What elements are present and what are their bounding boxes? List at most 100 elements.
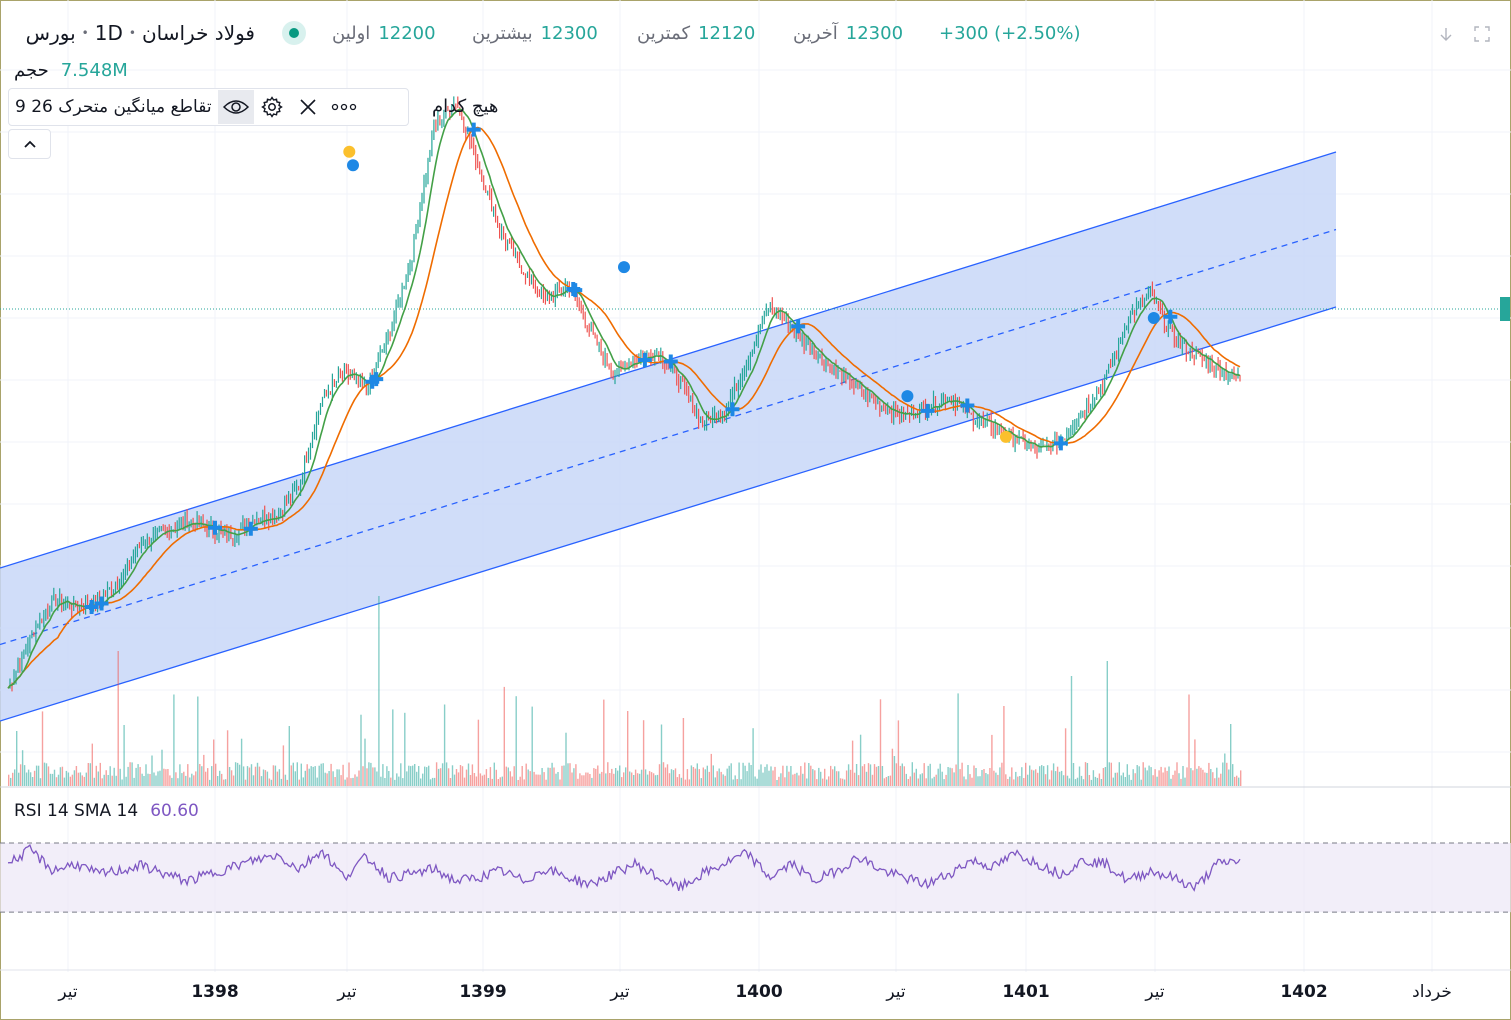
volume-bar [133,777,135,786]
volume-bar [981,770,983,786]
volume-bar [859,734,862,786]
volume-bar [1200,767,1202,786]
volume-bar [629,771,631,786]
volume-bar [684,779,687,786]
volume-bar [234,762,237,786]
volume-bar [794,773,796,786]
volume-bar [987,774,989,786]
time-axis-tick-label: خرداد [1412,982,1452,1002]
volume-bar [219,770,221,786]
volume-bar [654,775,657,786]
crossover-marker [1163,309,1178,324]
volume-bar [312,766,314,786]
volume-bar [812,769,814,786]
volume-bar [810,765,812,786]
volume-bar [567,763,569,786]
volume-bar [1186,767,1188,786]
fullscreen-icon[interactable] [1470,22,1494,46]
volume-bar [103,774,105,786]
volume-bar [1202,769,1204,786]
symbol-name[interactable]: فولاد خراسان [141,21,255,45]
close-label: آخرین [793,22,838,44]
volume-bar [742,762,744,786]
volume-bar [766,764,768,786]
more-icon[interactable] [326,90,362,124]
volume-label: حجم [14,59,49,81]
volume-bar [839,778,842,786]
volume-bar [521,766,523,786]
volume-bar [822,778,824,786]
volume-bar [603,699,605,786]
volume-bar [1003,706,1005,786]
volume-bar [979,776,981,786]
volume-bar [1070,676,1073,786]
change-value: +300 (+2.50%) [939,22,1081,44]
time-axis-tick-label: 1398 [191,982,239,1002]
volume-bar [953,772,955,786]
volume-bar [1114,772,1116,786]
volume-bar [364,738,366,786]
volume-bar [879,699,882,786]
close-icon[interactable] [290,90,326,124]
volume-bar [1180,778,1182,786]
volume-bar [173,694,175,786]
volume-bar [772,770,774,786]
volume-bar [334,777,336,786]
volume-bar [396,773,398,786]
volume-bar [380,776,382,786]
volume-bar [165,769,167,786]
volume-bar [1046,765,1049,786]
interval-label[interactable]: 1D [94,21,123,45]
volume-bar [601,771,603,786]
volume-bar [21,750,24,786]
volume-bar [177,778,179,786]
volume-bar [740,779,742,786]
volume-bar [332,771,334,786]
indicator-legend[interactable]: 9 26 تقاطع میانگین متحرک [8,88,409,126]
volume-bar [646,774,649,786]
volume-bar [121,779,123,786]
volume-bar [366,768,368,786]
volume-bar [406,771,408,786]
volume-bar [875,766,878,786]
volume-bar [183,771,185,786]
volume-bar [724,775,726,786]
volume-bar [961,762,963,786]
volume-bar [300,763,302,786]
volume-bar [557,772,559,786]
volume-bar [925,778,927,786]
volume-bar [633,775,635,786]
volume-bar [294,771,296,786]
volume-bar [199,764,201,786]
indicator-extra: هیچ کدام [432,91,498,121]
volume-bar [746,771,748,786]
volume-bar [867,763,870,786]
volume-bar [49,773,52,786]
volume-bar [613,773,615,786]
volume-bar [806,778,808,786]
volume-bar [547,767,549,786]
separator-dot: • [81,26,89,40]
volume-bar [686,769,689,786]
volume-bar [828,776,830,786]
volume-bar [117,651,119,786]
volume-bar [79,772,82,786]
gear-icon[interactable] [254,90,290,124]
collapse-legend-button[interactable] [8,129,51,159]
volume-bar [19,764,22,786]
volume-bar [786,765,788,786]
arrow-down-icon[interactable] [1434,22,1458,46]
volume-bar [1210,769,1212,786]
volume-bar [1082,779,1085,786]
time-axis-tick-label: 1399 [459,982,507,1002]
eye-icon[interactable] [217,90,254,124]
volume-bar [1102,768,1105,786]
volume-bar [139,767,141,786]
volume-bar [262,769,265,786]
volume-bar [836,771,838,786]
volume-bar [370,762,372,786]
volume-bar [708,771,710,786]
volume-bar [710,753,712,786]
signal-dot-blue [618,261,630,274]
